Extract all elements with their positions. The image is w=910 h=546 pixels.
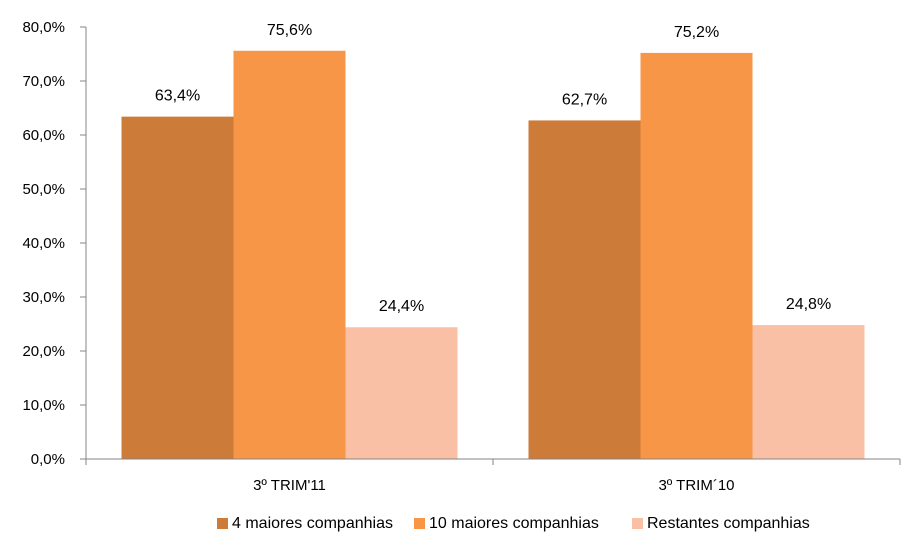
y-tick-label: 60,0% [22,127,65,144]
bar [640,52,753,460]
y-tick-label: 80,0% [22,19,65,36]
data-labels: 63,4% 75,6% 24,4% 62,7% 75,2% 24,8% [155,22,831,315]
bar [528,120,641,460]
y-tick-label: 40,0% [22,235,65,252]
x-category-label: 3º TRIM´10 [658,477,734,494]
data-label: 63,4% [155,88,200,105]
legend-swatch [414,518,425,529]
legend-item: Restantes companhias [632,515,810,532]
legend-label: 4 maiores companhias [232,515,393,532]
legend-item: 4 maiores companhias [217,515,393,532]
data-label: 75,2% [674,24,719,41]
bars [121,50,865,460]
legend-label: Restantes companhias [647,515,810,532]
y-tick-label: 10,0% [22,397,65,414]
bar [121,116,234,459]
y-tick-label: 30,0% [22,289,65,306]
y-tick-label: 50,0% [22,181,65,198]
x-axis: 3º TRIM'11 3º TRIM´10 [85,458,901,494]
x-category-label: 3º TRIM'11 [253,477,326,494]
legend-swatch [632,518,643,529]
bar [233,50,346,459]
data-label: 62,7% [562,91,607,108]
y-tick-label: 0,0% [31,451,65,468]
legend-label: 10 maiores companhias [429,515,599,532]
y-tick-label: 70,0% [22,73,65,90]
legend-item: 10 maiores companhias [414,515,599,532]
legend-swatch [217,518,228,529]
data-label: 24,8% [786,296,831,313]
bar [752,325,865,459]
y-axis: 0,0% 10,0% 20,0% 30,0% 40,0% 50,0% 60,0% 70,0% 8… [22,19,87,468]
data-label: 24,4% [379,298,424,315]
bar [345,327,458,459]
data-label: 75,6% [267,22,312,39]
legend: 4 maiores companhias 10 maiores companhia… [217,515,810,532]
y-tick-label: 20,0% [22,343,65,360]
